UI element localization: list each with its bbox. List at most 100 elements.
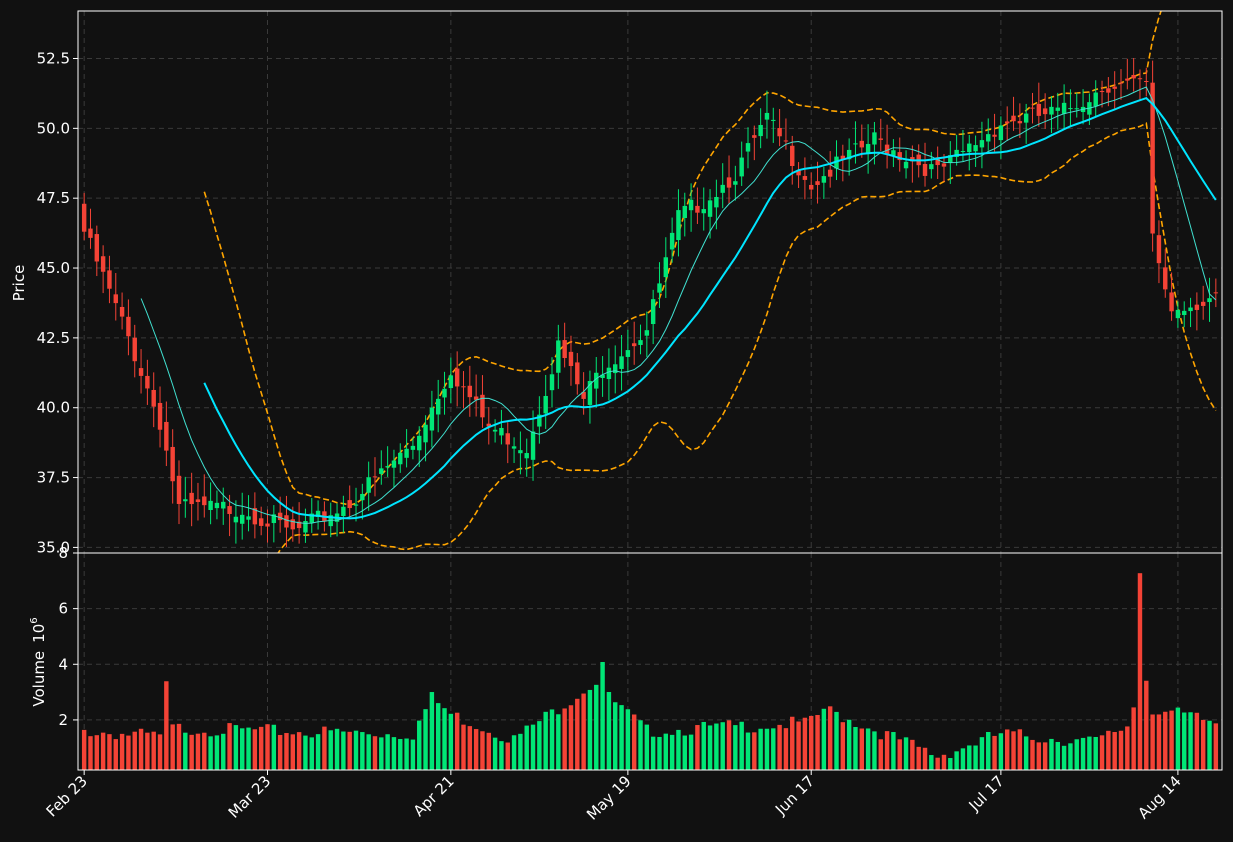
volume-bar: [581, 693, 586, 770]
volume-bar: [625, 709, 631, 770]
candle-down: [1144, 81, 1149, 83]
volume-bar: [783, 728, 789, 770]
candle-down: [777, 128, 782, 137]
candle-up: [1055, 107, 1060, 111]
candle-up: [872, 132, 877, 145]
candle-down: [884, 144, 890, 154]
candle-down: [1150, 82, 1155, 234]
candle-up: [821, 176, 827, 183]
price-tick-label: 45.0: [37, 259, 70, 277]
candle-up: [967, 143, 972, 153]
candle-down: [347, 500, 352, 509]
volume-bar: [1194, 712, 1200, 770]
volume-bar: [524, 725, 529, 770]
candle-up: [442, 388, 447, 398]
volume-bar: [499, 741, 504, 770]
candle-up: [929, 164, 934, 170]
volume-bar: [796, 721, 801, 770]
candle-down: [81, 203, 87, 232]
candle-up: [366, 477, 371, 493]
candle-up: [1188, 307, 1193, 312]
volume-bar: [221, 733, 226, 770]
candle-down: [296, 521, 302, 529]
volume-bar: [777, 724, 782, 770]
fast-ma-line: [140, 86, 1217, 524]
candle-up: [398, 452, 403, 465]
candle-down: [467, 385, 473, 398]
volume-bar: [423, 709, 428, 770]
volume-bar: [967, 745, 972, 770]
candle-up: [688, 199, 694, 211]
candle-up: [594, 372, 599, 389]
candle-up: [853, 143, 858, 145]
volume-bar: [132, 731, 137, 770]
candle-down: [631, 343, 637, 347]
candle-down: [505, 433, 510, 445]
volume-bar: [1030, 739, 1035, 770]
volume-bar: [872, 731, 877, 770]
volume-bar: [1055, 741, 1060, 770]
candle-down: [145, 375, 150, 389]
candle-up: [979, 140, 985, 148]
volume-bar: [1036, 742, 1042, 770]
candle-up: [733, 181, 738, 185]
volume-bar: [435, 703, 441, 770]
volume-tick-label: 2: [58, 711, 68, 729]
candle-up: [524, 453, 529, 459]
volume-bar: [290, 734, 296, 770]
volume-bar: [613, 702, 618, 770]
volume-bar: [922, 747, 928, 770]
candle-up: [764, 112, 770, 120]
volume-bar: [878, 739, 883, 770]
volume-bar: [594, 684, 599, 770]
volume-tick-label: 8: [58, 544, 68, 562]
upper-band-line: [203, 11, 1162, 506]
candle-down: [1200, 301, 1206, 306]
volume-bar: [1125, 726, 1130, 770]
volume-bar: [265, 724, 270, 770]
volume-bar: [910, 739, 915, 770]
volume-bar: [486, 732, 491, 770]
candle-up: [1074, 108, 1079, 110]
volume-bar: [600, 662, 605, 770]
candle-up: [556, 340, 561, 373]
candle-down: [859, 140, 865, 148]
candle-up: [379, 468, 384, 474]
volume-bar: [208, 736, 213, 770]
volume-bar: [891, 732, 896, 770]
volume-bar: [809, 715, 814, 770]
candle-down: [454, 368, 460, 387]
candle-up: [385, 466, 390, 468]
volume-bar: [986, 731, 991, 770]
volume-bar: [429, 692, 435, 770]
volume-bar: [391, 737, 397, 770]
candle-up: [682, 205, 687, 219]
candle-up: [448, 375, 454, 389]
volume-axis-exponent: 6: [29, 617, 40, 623]
volume-bar: [657, 736, 662, 770]
volume-bar: [821, 708, 827, 770]
candle-down: [1213, 292, 1219, 294]
volume-bar: [100, 732, 106, 770]
candle-down: [88, 228, 93, 238]
candle-down: [581, 391, 586, 399]
volume-bar: [322, 726, 327, 770]
volume-bar: [511, 735, 517, 770]
volume-bar: [94, 735, 100, 770]
candle-up: [417, 435, 422, 451]
candle-up: [233, 516, 239, 523]
volume-bar: [827, 706, 833, 770]
candle-down: [164, 421, 169, 451]
volume-bar: [568, 705, 574, 770]
volume-bar: [246, 727, 251, 770]
volume-bar: [252, 729, 258, 770]
candle-down: [922, 163, 928, 176]
candle-down: [202, 496, 207, 506]
volume-bar: [1131, 707, 1136, 770]
candle-down: [1099, 91, 1105, 93]
candle-down: [562, 340, 567, 359]
volume-bar: [379, 737, 384, 770]
candle-up: [707, 200, 713, 217]
candle-up: [246, 516, 251, 520]
